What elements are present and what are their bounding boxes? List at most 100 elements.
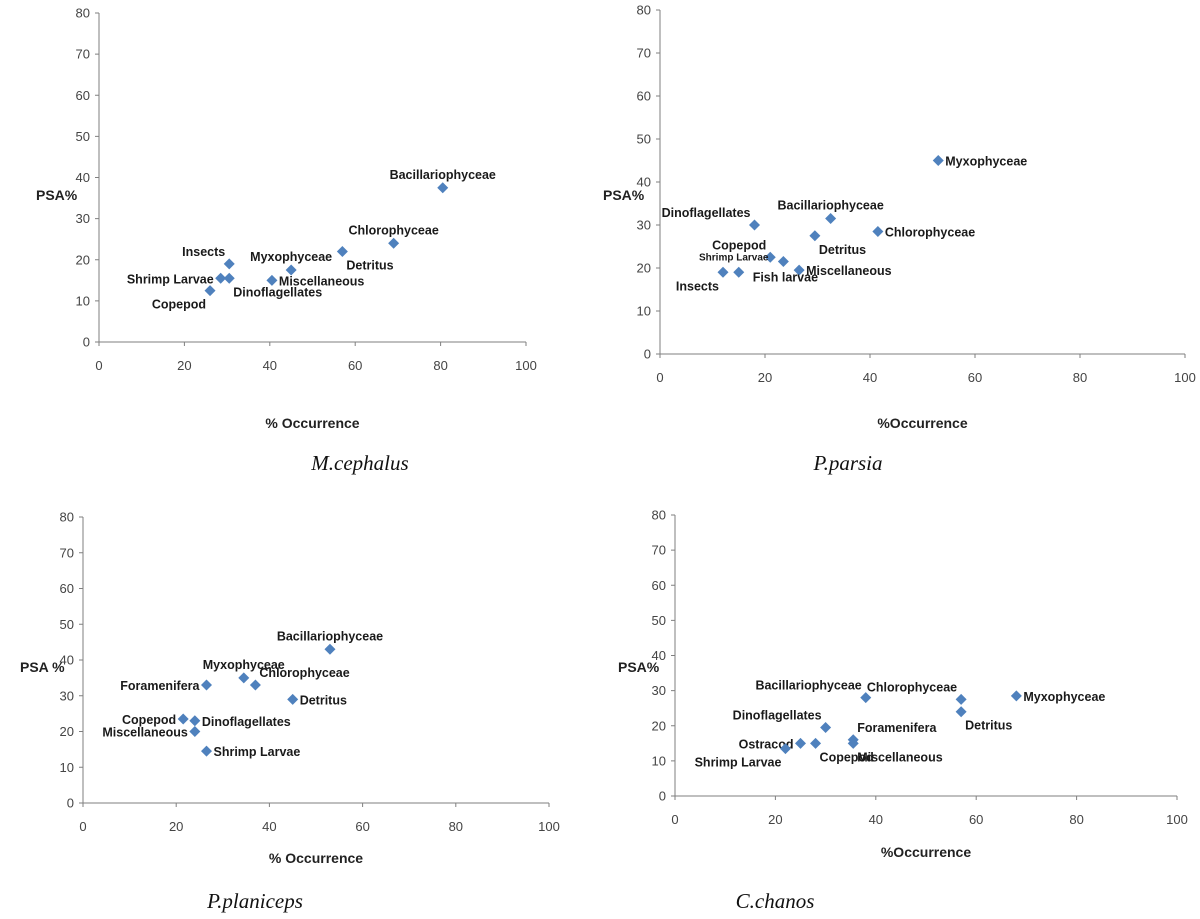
y-tick-label: 50 [637, 132, 651, 147]
data-point-label: Insects [676, 279, 719, 293]
data-point-marker [200, 679, 212, 691]
chart-2: 0 10 20 30 40 50 60 70 80 0 20 40 60 80 100 PSA% %Occurr… [603, 3, 1196, 476]
y-tick-label: 60 [637, 89, 651, 104]
data-point-marker [266, 274, 278, 286]
y-tick-label: 10 [652, 753, 666, 768]
y-tick-label: 70 [76, 47, 90, 62]
data-point-label: Bacillariophyceae [277, 629, 383, 643]
x-tick-label: 40 [262, 819, 276, 834]
x-tick-label: 80 [433, 358, 447, 373]
y-tick-label: 0 [644, 347, 651, 362]
data-point-label: Miscellaneous [806, 264, 891, 278]
data-point-marker [955, 706, 967, 718]
data-point-label: Miscellaneous [102, 726, 187, 740]
y-tick-label: 20 [76, 252, 90, 267]
data-point-marker [820, 722, 832, 734]
data-point-label: Chlorophyceae [867, 680, 957, 694]
y-tick-label: 0 [67, 796, 74, 811]
data-point-label: Chlorophyceae [348, 223, 438, 237]
y-tick-label: 80 [637, 3, 651, 18]
data-point-marker [1010, 690, 1022, 702]
data-point-marker [793, 264, 805, 276]
y-tick-label: 80 [652, 508, 666, 523]
chart-caption: M.cephalus [310, 451, 408, 475]
data-point-marker [249, 679, 261, 691]
data-point-label: Miscellaneous [857, 750, 942, 764]
y-tick-label: 20 [637, 261, 651, 276]
x-tick-label: 0 [79, 819, 86, 834]
data-point-label: Myxophyceae [945, 155, 1027, 169]
x-axis-label: %Occurrence [877, 415, 967, 431]
y-tick-label: 10 [637, 304, 651, 319]
x-tick-label: 100 [1174, 370, 1196, 385]
data-point-label: Copepod [122, 713, 176, 727]
data-point-label: Detritus [346, 259, 393, 273]
y-tick-label: 20 [60, 724, 74, 739]
y-tick-label: 20 [652, 718, 666, 733]
data-point-marker [204, 285, 216, 297]
chart-caption: C.chanos [736, 889, 815, 913]
data-point-label: Myxophyceae [250, 250, 332, 264]
data-point-label: Dinoflagellates [662, 206, 751, 220]
y-tick-label: 80 [76, 6, 90, 21]
x-tick-label: 60 [968, 370, 982, 385]
data-point-label: Bacillariophyceae [390, 168, 496, 182]
data-point-label: Bacillariophyceae [755, 679, 861, 693]
x-tick-label: 80 [1069, 812, 1083, 827]
data-point-marker [177, 713, 189, 725]
data-point-marker [388, 237, 400, 249]
data-point-label: Copepod [712, 238, 766, 252]
x-tick-label: 40 [869, 812, 883, 827]
data-point-label: Ostracod [739, 737, 794, 751]
chart-1: 0 10 20 30 40 50 60 70 80 0 20 40 60 80 100 PSA% % Occur… [36, 6, 537, 476]
chart-caption: P.parsia [812, 451, 882, 475]
y-tick-label: 30 [637, 218, 651, 233]
y-tick-label: 60 [652, 578, 666, 593]
data-point-marker [825, 213, 837, 225]
data-point-marker [764, 251, 776, 263]
data-point-label: Myxophyceae [203, 658, 285, 672]
data-point-marker [749, 219, 760, 231]
x-tick-label: 20 [169, 819, 183, 834]
x-tick-label: 60 [969, 812, 983, 827]
data-point-label: Copepod [820, 750, 874, 764]
x-tick-label: 80 [449, 819, 463, 834]
data-point-marker [717, 266, 729, 278]
data-point-marker [872, 225, 884, 237]
y-tick-label: 70 [637, 46, 651, 61]
chart-3: 0 10 20 30 40 50 60 70 80 0 20 40 60 80 100 PSA % % Occu… [20, 510, 560, 914]
data-point-marker [777, 256, 789, 268]
data-point-label: Detritus [965, 719, 1012, 733]
data-point-label: Myxophyceae [1023, 690, 1105, 704]
y-axis-label: PSA% [36, 187, 78, 203]
data-point-marker [733, 266, 745, 278]
y-tick-label: 70 [652, 543, 666, 558]
x-tick-label: 0 [656, 370, 663, 385]
y-tick-label: 10 [60, 760, 74, 775]
y-axis-label: PSA % [20, 659, 65, 675]
data-point-label: Copepod [152, 298, 206, 312]
x-tick-label: 80 [1073, 370, 1087, 385]
data-point-label: Shrimp Larvae [699, 252, 769, 263]
y-axis-label: PSA% [618, 659, 660, 675]
data-point-marker [223, 272, 235, 284]
y-tick-label: 40 [652, 648, 666, 663]
y-tick-label: 30 [652, 683, 666, 698]
data-point-label: Foramenifera [857, 721, 937, 735]
y-tick-label: 80 [60, 510, 74, 525]
data-point-label: Insects [182, 245, 225, 259]
x-tick-label: 20 [177, 358, 191, 373]
data-point-marker [860, 692, 872, 704]
y-axis-label: PSA% [603, 187, 645, 203]
data-point-label: Detritus [819, 243, 866, 257]
data-point-label: Shrimp Larvae [213, 745, 300, 759]
data-point-label: Bacillariophyceae [777, 199, 883, 213]
x-tick-label: 0 [95, 358, 102, 373]
data-point-marker [437, 182, 449, 194]
data-point-marker [324, 643, 336, 655]
x-tick-label: 0 [671, 812, 678, 827]
x-tick-label: 100 [1166, 812, 1188, 827]
data-point-label: Dinoflagellates [202, 715, 291, 729]
y-tick-label: 40 [60, 653, 74, 668]
data-point-label: Chlorophyceae [259, 666, 349, 680]
